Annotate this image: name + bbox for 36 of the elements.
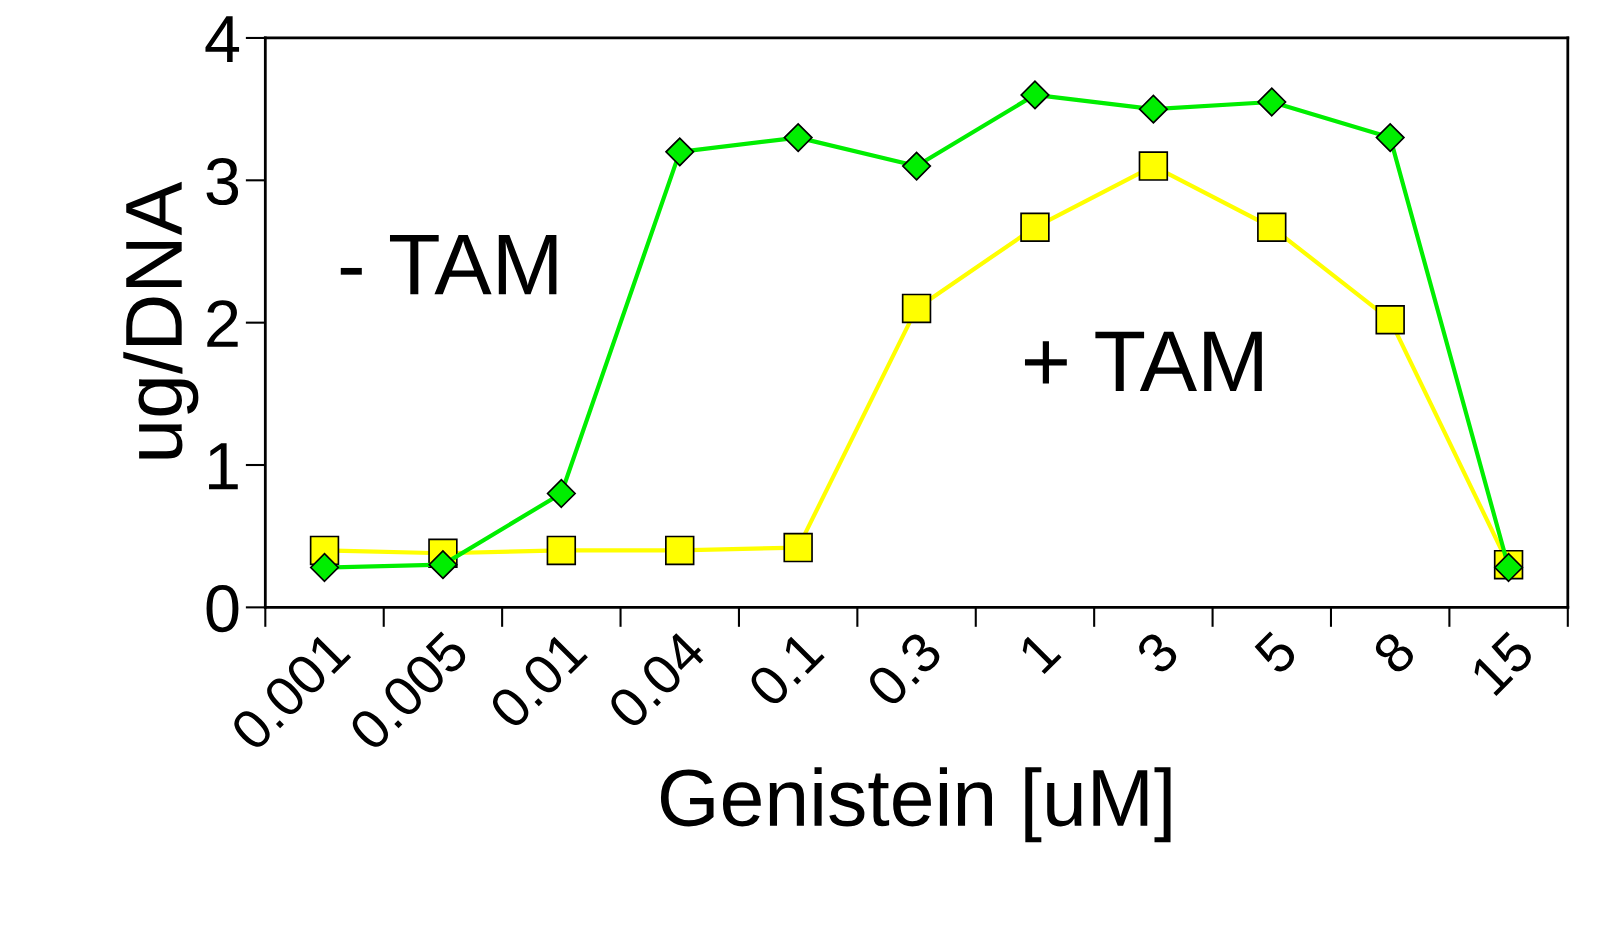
series-label: + TAM	[1024, 331, 1262, 391]
point	[901, 151, 932, 181]
point	[1138, 94, 1168, 124]
point	[1375, 305, 1405, 335]
point	[665, 137, 695, 167]
x-tick-label: 3	[1134, 629, 1181, 677]
point	[1257, 87, 1287, 117]
y-tick-label: 2	[207, 300, 238, 347]
point	[546, 535, 577, 566]
legend-label: - TAM	[340, 234, 557, 295]
point	[665, 535, 695, 566]
x-axis-title: Genistein [uM]	[660, 767, 1171, 843]
x-tick-label: 0.01	[487, 629, 589, 731]
x-tick-label: 5	[1252, 629, 1299, 676]
point	[546, 478, 576, 509]
point	[1375, 123, 1405, 153]
y-tick-label: 3	[206, 157, 239, 206]
point	[428, 550, 458, 580]
point	[1257, 212, 1287, 243]
x-tick-label: 8	[1371, 629, 1418, 676]
x-tick-label: 15	[1469, 629, 1536, 697]
point	[1020, 80, 1050, 110]
point	[783, 532, 813, 563]
point	[783, 123, 813, 153]
x-tick-label: 0.3	[864, 629, 944, 709]
point	[1020, 212, 1050, 243]
y-tick-label: 1	[209, 443, 238, 490]
point	[1138, 151, 1169, 181]
x-tick-label: 0.04	[605, 628, 708, 731]
point	[309, 552, 340, 583]
x-tick-label: 0.1	[746, 629, 826, 709]
y-tick-label: 0	[206, 584, 239, 633]
y-axis-title: ug/DNA	[123, 181, 199, 459]
point	[901, 293, 932, 324]
y-tick-label: 4	[205, 16, 240, 63]
x-tick-label: 1	[1017, 630, 1062, 675]
